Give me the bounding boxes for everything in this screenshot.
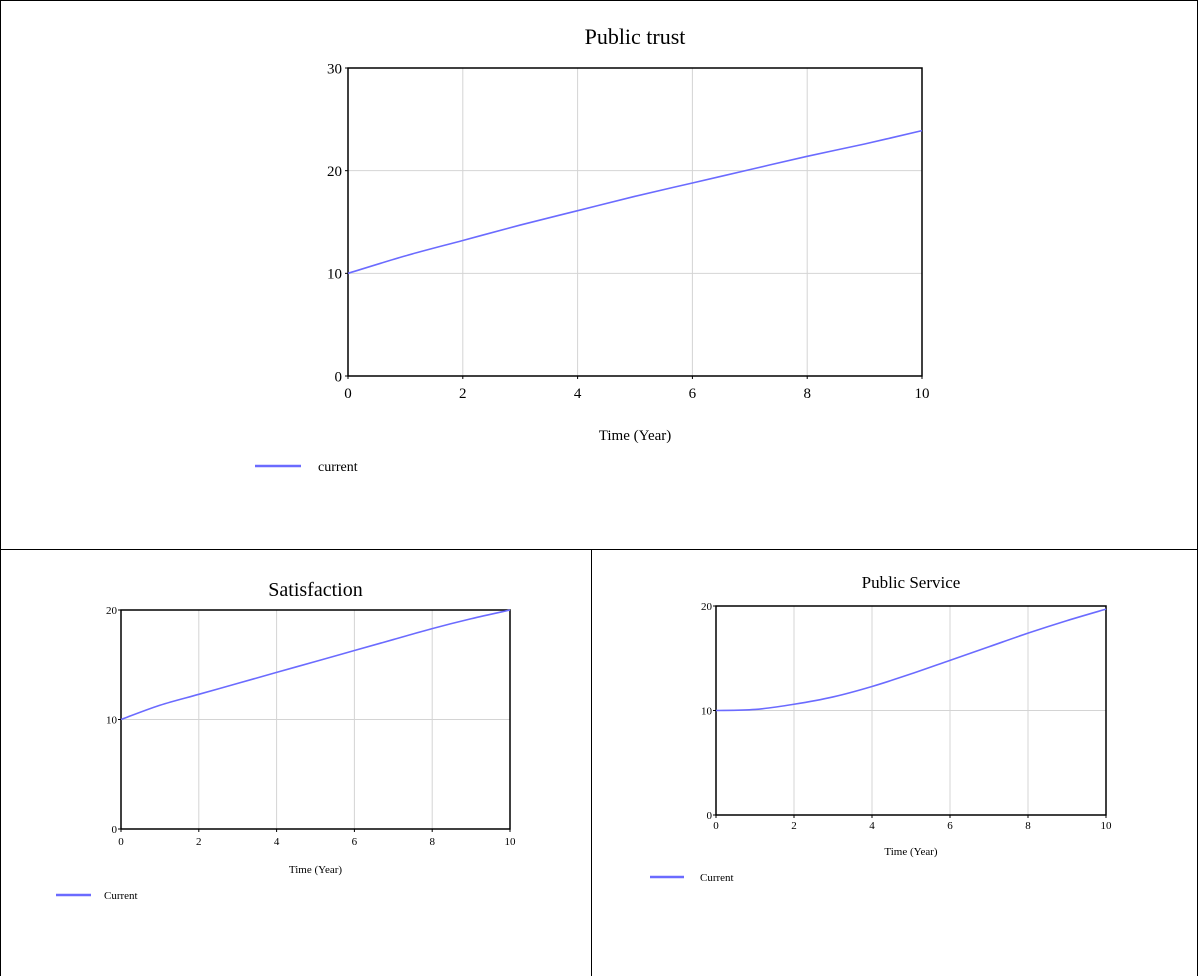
x-axis-label: Time (Year) bbox=[289, 864, 343, 876]
x-axis-label: Time (Year) bbox=[599, 428, 672, 444]
chart-public-trust: 0 2 4 6 8 10 0 10 20 30 Public trust Time (Year) cur… bbox=[255, 24, 930, 475]
y-tick-label: 20 bbox=[106, 605, 118, 617]
legend-label: current bbox=[318, 460, 358, 475]
x-tick-label: 0 bbox=[344, 386, 352, 402]
x-tick-label: 6 bbox=[689, 386, 697, 402]
y-tick-label: 30 bbox=[327, 61, 342, 77]
x-tick-label: 10 bbox=[915, 386, 930, 402]
series-line-current bbox=[715, 608, 1107, 712]
x-tick-label: 4 bbox=[869, 820, 875, 832]
y-tick-label: 10 bbox=[327, 267, 342, 283]
x-tick-label: 8 bbox=[1025, 820, 1031, 832]
x-tick-label: 10 bbox=[1101, 820, 1113, 832]
y-tick-label: 10 bbox=[106, 714, 118, 726]
chart-public-service: 0 2 4 6 8 10 0 10 20 Public Service Time (Year) Cur… bbox=[650, 573, 1112, 884]
x-tick-label: 8 bbox=[429, 836, 435, 848]
y-tick-label: 20 bbox=[701, 601, 713, 613]
x-tick-label: 10 bbox=[505, 836, 517, 848]
x-tick-label: 2 bbox=[791, 820, 797, 832]
plot-area-frame bbox=[347, 67, 923, 377]
x-tick-label: 4 bbox=[274, 836, 280, 848]
x-tick-label: 0 bbox=[713, 820, 719, 832]
x-tick-label: 4 bbox=[574, 386, 582, 402]
x-axis-label: Time (Year) bbox=[884, 846, 938, 858]
x-tick-label: 2 bbox=[196, 836, 202, 848]
x-tick-label: 0 bbox=[118, 836, 124, 848]
series-line-current bbox=[120, 609, 511, 721]
legend-label: Current bbox=[700, 872, 734, 884]
y-tick-label: 0 bbox=[335, 369, 343, 385]
y-tick-label: 10 bbox=[701, 705, 713, 717]
chart-title: Public trust bbox=[585, 24, 686, 49]
chart-satisfaction: 0 2 4 6 8 10 0 10 20 Satisfaction Time (Year) Curre… bbox=[56, 579, 516, 902]
series-line-current bbox=[347, 129, 923, 275]
chart-title: Public Service bbox=[862, 573, 961, 592]
x-tick-label: 6 bbox=[352, 836, 358, 848]
x-tick-label: 2 bbox=[459, 386, 467, 402]
x-tick-label: 8 bbox=[803, 386, 811, 402]
legend-label: Current bbox=[104, 890, 138, 902]
chart-title: Satisfaction bbox=[268, 579, 362, 601]
x-tick-label: 6 bbox=[947, 820, 953, 832]
y-tick-label: 0 bbox=[112, 824, 118, 836]
y-tick-label: 20 bbox=[327, 164, 342, 180]
y-tick-label: 0 bbox=[707, 810, 713, 822]
